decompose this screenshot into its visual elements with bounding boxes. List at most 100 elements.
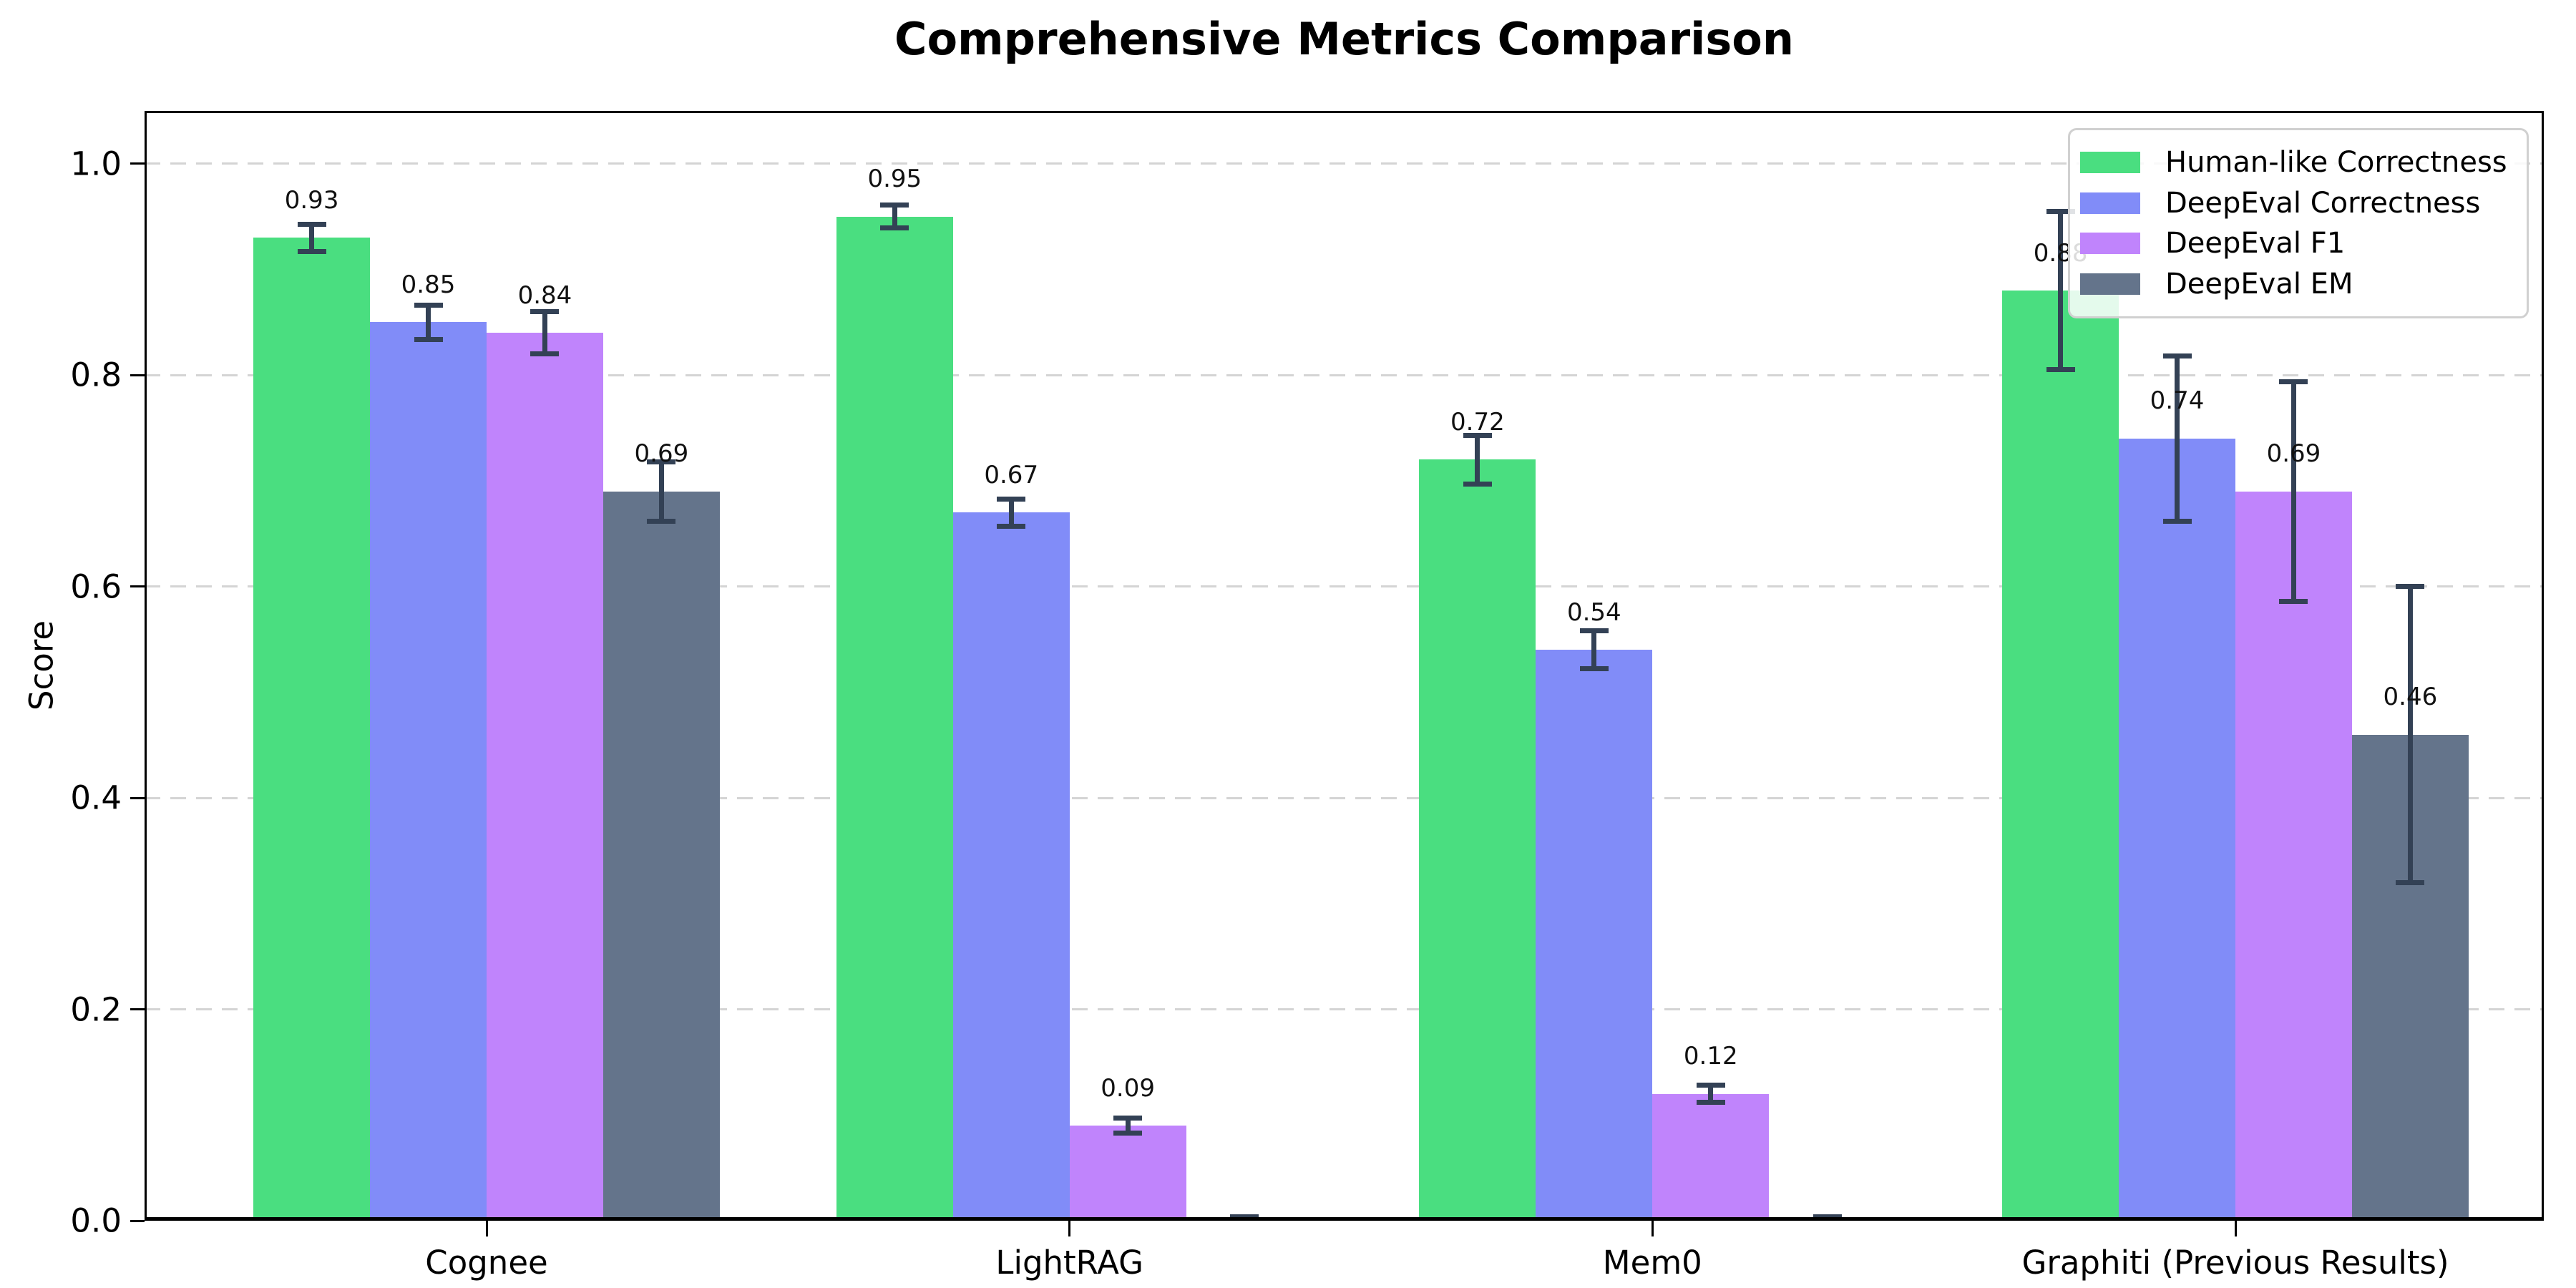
errorbar-cap (2396, 584, 2425, 590)
legend-item: DeepEval Correctness (2070, 189, 2527, 218)
errorbar-cap (2162, 353, 2192, 359)
gridline-0.6 (145, 585, 2544, 588)
bar-value-label: 0.74 (2150, 386, 2205, 416)
errorbar-line (1475, 435, 1480, 484)
legend-item: DeepEval F1 (2070, 229, 2527, 258)
y-tick-mark (130, 162, 145, 165)
x-tick-mark (1068, 1221, 1071, 1236)
legend-item: Human-like Correctness (2070, 148, 2527, 177)
errorbar-line (309, 224, 315, 252)
bar-Mem0-Human-like Correctness (1419, 459, 1536, 1221)
y-tick-mark (130, 1008, 145, 1011)
gridline-0.8 (145, 374, 2544, 376)
errorbar-line (1008, 499, 1014, 527)
bar-Cognee-DeepEval Correctness (370, 322, 487, 1221)
errorbar-cap (1113, 1116, 1143, 1121)
bar-Graphiti (Previous Results)-DeepEval F1 (2235, 491, 2352, 1221)
errorbar-cap (297, 248, 326, 254)
legend-item-label: DeepEval EM (2165, 268, 2353, 301)
errorbar-cap (1813, 1214, 1842, 1219)
bar-value-label: 0.93 (284, 185, 339, 215)
bar-Graphiti (Previous Results)-Human-like Correctness (2002, 291, 2119, 1221)
x-tick-mark (1651, 1221, 1654, 1236)
errorbar-line (426, 305, 431, 340)
bar-Mem0-DeepEval F1 (1652, 1093, 1770, 1221)
errorbar-cap (1579, 628, 1609, 634)
errorbar-cap (1696, 1100, 1725, 1106)
y-tick-label: 1.0 (70, 145, 122, 183)
errorbar-line (2058, 211, 2064, 370)
errorbar-cap (1696, 1083, 1725, 1088)
bar-Cognee-Human-like Correctness (253, 238, 371, 1221)
errorbar-line (892, 205, 897, 228)
y-tick-mark (130, 374, 145, 376)
x-tick-label-Cognee: Cognee (425, 1244, 548, 1282)
y-tick-label: 0.0 (70, 1201, 122, 1240)
errorbar-cap (2396, 879, 2425, 885)
errorbar-cap (880, 202, 909, 208)
errorbar-cap (414, 336, 443, 342)
bar-value-label: 0.85 (401, 270, 456, 299)
x-tick-mark (2234, 1221, 2237, 1236)
errorbar-cap (647, 518, 676, 524)
bar-Cognee-DeepEval F1 (487, 333, 603, 1221)
errorbar-line (542, 311, 547, 354)
y-tick-mark (130, 1219, 145, 1222)
y-tick-mark (130, 796, 145, 799)
bar-value-label: 0.84 (517, 280, 572, 310)
bar-value-label: 0.69 (2266, 439, 2321, 469)
errorbar-cap (997, 496, 1026, 502)
chart-title: Comprehensive Metrics Comparison (894, 13, 1795, 65)
errorbar-cap (2046, 208, 2075, 214)
errorbar-cap (880, 225, 909, 231)
errorbar-line (1708, 1085, 1714, 1103)
bar-Cognee-DeepEval EM (602, 491, 720, 1221)
bar-LightRAG-Human-like Correctness (836, 216, 953, 1221)
errorbar-cap (647, 459, 676, 464)
errorbar-line (2407, 586, 2413, 883)
legend-swatch (2080, 192, 2140, 214)
bar-value-label: 0.95 (867, 165, 922, 194)
bar-Mem0-DeepEval Correctness (1536, 650, 1653, 1221)
errorbar-line (1591, 630, 1597, 669)
legend-item-label: DeepEval F1 (2165, 227, 2346, 260)
gridline-0.4 (145, 796, 2544, 799)
errorbar-cap (997, 524, 1026, 530)
bar-value-label: 0.67 (984, 460, 1039, 489)
errorbar-cap (530, 351, 560, 357)
plot-area: 0.93 0.95 0.72 0.88 0.85 0.67 0.54 0.74 0.84 0.09… (145, 111, 2544, 1221)
errorbar-line (2290, 381, 2296, 602)
errorbar-cap (530, 309, 560, 315)
bar-value-label: 0.09 (1101, 1073, 1156, 1103)
bar-LightRAG-DeepEval Correctness (952, 512, 1070, 1221)
bar-LightRAG-DeepEval F1 (1069, 1126, 1186, 1221)
errorbar-cap (2046, 367, 2075, 373)
legend: Human-like Correctness DeepEval Correctne… (2068, 128, 2529, 318)
errorbar-cap (297, 221, 326, 227)
x-tick-label-LightRAG: LightRAG (995, 1244, 1143, 1282)
errorbar-cap (414, 303, 443, 308)
x-tick-label-Graphiti (Previous Results): Graphiti (Previous Results) (2021, 1244, 2449, 1282)
y-tick-label: 0.4 (70, 779, 122, 817)
bar-Graphiti (Previous Results)-DeepEval Correctness (2119, 438, 2235, 1221)
bar-value-label: 0.69 (634, 439, 689, 469)
bar-value-label: 0.46 (2383, 683, 2438, 712)
errorbar-cap (1579, 666, 1609, 672)
errorbar-cap (1463, 481, 1492, 487)
legend-item: DeepEval EM (2070, 270, 2527, 298)
bar-value-label: 0.54 (1566, 597, 1621, 627)
x-tick-label-Mem0: Mem0 (1602, 1244, 1702, 1282)
gridline-1 (145, 162, 2544, 165)
bar-value-label: 0.72 (1450, 408, 1505, 436)
errorbar-line (2175, 356, 2180, 522)
errorbar-cap (1113, 1130, 1143, 1136)
y-tick-mark (130, 585, 145, 588)
errorbar-cap (1230, 1214, 1259, 1219)
legend-swatch (2080, 151, 2140, 173)
errorbar-cap (2279, 379, 2308, 384)
legend-item-label: DeepEval Correctness (2165, 186, 2481, 220)
errorbar-cap (2279, 598, 2308, 604)
errorbar-cap (2162, 518, 2192, 524)
legend-swatch (2080, 273, 2140, 296)
